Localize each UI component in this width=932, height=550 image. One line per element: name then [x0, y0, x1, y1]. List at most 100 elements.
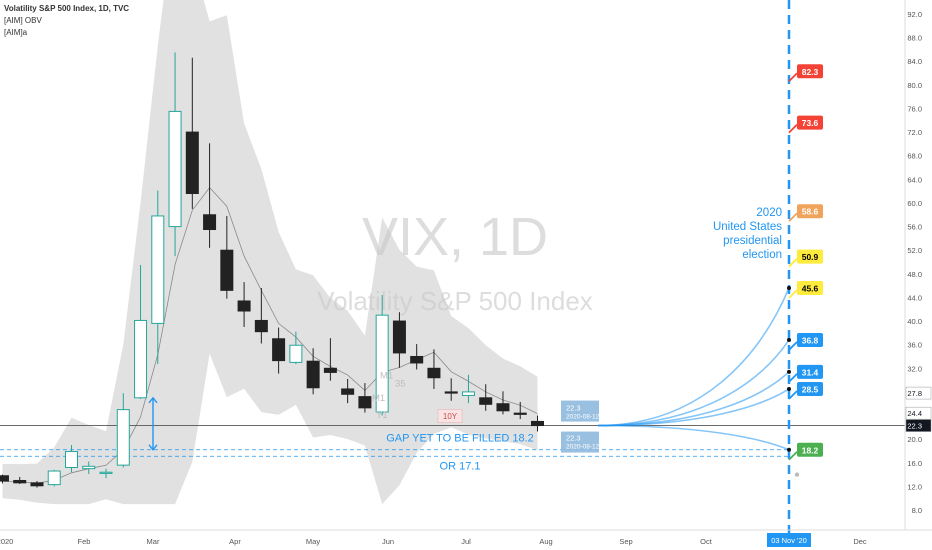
- candle-body: [168, 110, 182, 228]
- candle-body: [47, 470, 61, 486]
- projection-arrow-31: [597, 371, 790, 427]
- candle-31: [530, 415, 544, 432]
- candle-17: [289, 331, 303, 365]
- axis-label-24: 24.4: [905, 406, 932, 420]
- candle-body: [99, 471, 113, 474]
- candle-20: [341, 378, 355, 404]
- target-7: 28.5: [788, 381, 823, 400]
- candle-9: [151, 190, 165, 365]
- candle-body: [496, 403, 510, 412]
- price-box-top-date: 2020-08-12: [566, 414, 600, 421]
- candle-14: [237, 282, 251, 327]
- gap-text: GAP YET TO BE FILLED 18.2: [386, 433, 534, 445]
- election-label-3: presidential: [723, 235, 782, 247]
- small-label-text: 10Y: [443, 412, 458, 421]
- axis-label-27-bg: [905, 386, 932, 400]
- candle-body: [116, 409, 130, 466]
- target-box: [797, 381, 823, 396]
- small-label-bg: [437, 409, 463, 423]
- target-box: [797, 364, 823, 379]
- projection-arrow-45: [597, 287, 790, 427]
- x-tick-6: Jul: [461, 537, 471, 546]
- target-pointer: [788, 373, 798, 383]
- candle-body: [530, 420, 544, 427]
- candle-22: [375, 295, 389, 416]
- axis-label-27-text: 27.8: [907, 389, 922, 398]
- y-tick-15: 32.0: [907, 364, 922, 373]
- candle-23: [392, 312, 406, 368]
- candle-body: [358, 396, 372, 409]
- candle-body: [151, 215, 165, 324]
- axis-label-24-text: 24.4: [907, 409, 922, 418]
- target-8: 18.2: [788, 442, 823, 461]
- y-tick-11: 48.0: [907, 270, 922, 279]
- candle-body: [82, 465, 96, 470]
- candle-body: [427, 367, 441, 379]
- target-3: 50.9: [788, 249, 823, 268]
- candle-2: [30, 481, 44, 488]
- y-tick-4: 76.0: [907, 104, 922, 113]
- target-pointer: [788, 289, 798, 299]
- candle-body: [203, 214, 217, 231]
- or-text: OR 17.1: [440, 460, 481, 472]
- candle-27: [461, 374, 475, 404]
- x-tick-10: Dec: [853, 537, 867, 546]
- target-value: 28.5: [802, 384, 819, 394]
- x-tick-2: Mar: [147, 537, 160, 546]
- candle-body: [237, 300, 251, 312]
- candle-body: [254, 319, 268, 333]
- target-pointer: [788, 341, 798, 351]
- target-5: 36.8: [788, 332, 823, 351]
- target-box: [797, 249, 823, 264]
- x-tick-3: Apr: [229, 537, 241, 546]
- y-tick-18: 20.0: [907, 435, 922, 444]
- y-tick-0: 92.0: [907, 10, 922, 19]
- target-value: 36.8: [802, 335, 819, 345]
- candle-body: [185, 131, 199, 195]
- target-box: [797, 442, 823, 457]
- indicator-a-label[interactable]: [AIM]a: [4, 28, 28, 37]
- target-value: 82.3: [802, 67, 819, 77]
- candle-6: [99, 468, 113, 479]
- y-tick-9: 56.0: [907, 223, 922, 232]
- y-tick-20: 12.0: [907, 482, 922, 491]
- candle-body: [392, 320, 406, 354]
- indicator-obv-label[interactable]: [AIM] OBV: [4, 16, 42, 25]
- target-pointer: [788, 390, 798, 400]
- time-axis[interactable]: 2020 Feb Mar Apr May Jun Jul Aug Sep Oct Dec 03 Nov…: [0, 529, 932, 547]
- target-value: 50.9: [802, 252, 819, 262]
- price-axis[interactable]: 92.0 88.0 84.0 80.0 76.0 72.0 68.0 64.0 60.0 56.0…: [904, 0, 932, 530]
- price-box-bottom-bg: [561, 431, 599, 453]
- x-tick-1: Feb: [78, 537, 91, 546]
- target-2: 58.6: [788, 204, 823, 222]
- candle-body: [30, 482, 44, 487]
- candle-body: [410, 355, 424, 364]
- price-box-top-value: 22.3: [566, 404, 581, 413]
- x-tick-9: Oct: [700, 537, 713, 546]
- candle-body: [479, 397, 493, 405]
- watermark-name: Volatility S&P 500 Index: [317, 286, 593, 316]
- y-tick-19: 16.0: [907, 459, 922, 468]
- candle-5: [82, 461, 96, 474]
- candle-19: [323, 338, 337, 381]
- candle-29: [496, 391, 510, 415]
- target-value: 18.2: [802, 445, 819, 455]
- faint-label-2: 35: [395, 379, 406, 390]
- axis-label-current-text: 22.3: [907, 422, 922, 431]
- target-0: 82.3: [788, 64, 823, 82]
- y-tick-8: 60.0: [907, 199, 922, 208]
- y-tick-13: 40.0: [907, 317, 922, 326]
- election-label-2: United States: [713, 221, 782, 233]
- gap-arrow-head-top: [148, 396, 158, 404]
- price-box-bottom-date: 2020-08-12: [566, 444, 600, 451]
- candle-0: [0, 474, 9, 484]
- candle-body: [444, 391, 458, 394]
- x-highlight-text: 03 Nov '20: [771, 536, 807, 545]
- candle-10: [168, 52, 182, 257]
- candle-13: [220, 215, 234, 299]
- candle-body: [65, 451, 79, 468]
- target-4: 45.6: [788, 280, 823, 299]
- x-highlight: 03 Nov '20: [767, 533, 811, 547]
